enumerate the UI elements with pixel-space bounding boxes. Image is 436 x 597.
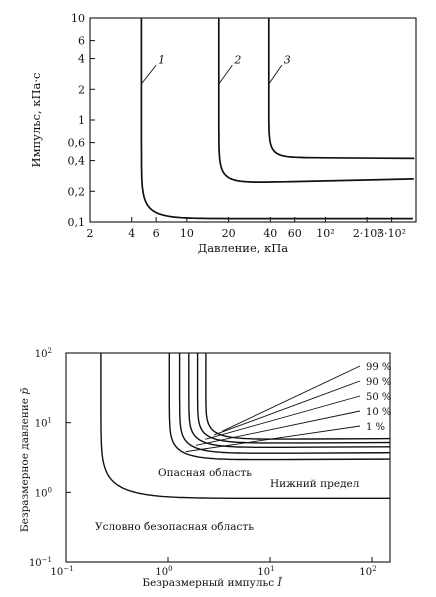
top-y-tick-label: 0,6 xyxy=(68,137,86,150)
top-x-tick-label: 4 xyxy=(128,227,135,240)
top-y-tick-label: 6 xyxy=(78,35,85,48)
bottom-x-axis-label: Безразмерный импульс Ī xyxy=(142,576,282,589)
tick-base: 10 xyxy=(257,567,270,578)
bottom-y-tick-label: 10−1 xyxy=(29,556,52,569)
bottom-percent-leader xyxy=(205,395,361,440)
bottom-percent-curve xyxy=(196,353,390,444)
bottom-percent-leader xyxy=(185,425,361,453)
bottom-y-tick-label: 101 xyxy=(35,417,52,430)
bottom-y-tick-label: 102 xyxy=(35,347,52,360)
bottom-x-tick-label: 102 xyxy=(359,565,376,578)
bottom-percent-curve xyxy=(168,353,390,461)
bottom-percent-label: 90 % xyxy=(366,377,391,388)
dimensionless-chart: Безразмерный импульс Ī Безразмерное давл… xyxy=(19,347,391,589)
top-x-tick-label: 2·10² xyxy=(353,227,382,240)
bottom-x-tick-label: 10−1 xyxy=(50,565,73,578)
top-curves: 1 2 3 xyxy=(140,18,415,220)
bottom-x-tick-label: 101 xyxy=(257,565,274,578)
tick-exponent: −1 xyxy=(63,565,73,573)
bottom-percent-label: 99 % xyxy=(366,362,391,373)
top-curve-leader xyxy=(219,64,233,84)
tick-exponent: 0 xyxy=(48,486,52,494)
top-y-tick-label: 2 xyxy=(78,83,85,96)
top-y-tick-label: 10 xyxy=(71,12,85,25)
bottom-x-tick-label: 100 xyxy=(155,565,172,578)
bottom-percent-label: 50 % xyxy=(366,392,391,403)
tick-exponent: 2 xyxy=(372,565,376,573)
annotation-lower-limit: Нижний предел xyxy=(270,478,360,490)
top-curve-leader xyxy=(141,64,157,84)
top-y-tick-label: 4 xyxy=(78,53,85,66)
top-y-tick-label: 0,4 xyxy=(68,155,86,168)
top-y-tick-label: 0,2 xyxy=(68,185,86,198)
top-plot-frame xyxy=(89,17,417,223)
top-y-axis-label: Импульс, кПа·с xyxy=(29,73,43,168)
annotation-safe-area: Условно безопасная область xyxy=(95,521,254,533)
bottom-percent-curve xyxy=(178,353,390,454)
tick-exponent: 1 xyxy=(48,417,52,425)
tick-exponent: 1 xyxy=(270,565,274,573)
top-curve-1 xyxy=(140,18,413,220)
top-y-tick-label: 0,1 xyxy=(68,216,86,229)
top-x-axis-label: Давление, кПа xyxy=(198,241,288,255)
bottom-percent-leader xyxy=(213,380,361,436)
annotation-danger-area: Опасная область xyxy=(158,467,252,479)
top-x-tick-label: 10 xyxy=(180,227,194,240)
top-x-tick-label: 2 xyxy=(87,227,94,240)
top-curve-2 xyxy=(217,18,414,183)
tick-exponent: 2 xyxy=(48,347,52,355)
tick-exponent: −1 xyxy=(42,556,52,564)
bottom-curves: 99 % 90 % 50 % 10 % 1 % xyxy=(100,353,391,499)
tick-base: 10 xyxy=(35,488,48,499)
bottom-lower-limit-curve xyxy=(100,353,390,499)
bottom-percent-leader xyxy=(196,410,361,446)
top-curve-leader xyxy=(269,65,283,84)
tick-base: 10 xyxy=(155,567,168,578)
bottom-y-tick-label: 100 xyxy=(35,486,52,499)
tick-exponent: 0 xyxy=(168,565,172,573)
top-x-tick-label: 6 xyxy=(153,227,160,240)
top-x-tick-label: 3·10² xyxy=(377,227,406,240)
bottom-y-axis-symbol: p̄ xyxy=(19,388,31,395)
bottom-percent-curve xyxy=(188,353,390,448)
top-x-tick-label: 20 xyxy=(222,227,236,240)
top-curve-number: 1 xyxy=(158,53,165,66)
bottom-x-axis-symbol: Ī xyxy=(276,576,282,589)
tick-base: 10 xyxy=(50,567,63,578)
top-curve-number: 3 xyxy=(284,53,291,66)
bottom-x-axis-label-text: Безразмерный импульс xyxy=(142,577,277,589)
tick-base: 10 xyxy=(359,567,372,578)
top-y-tick-label: 1 xyxy=(78,114,85,127)
top-curve-number: 2 xyxy=(233,53,241,66)
bottom-y-axis-label: Безразмерное давление p̄ xyxy=(19,388,31,532)
bottom-percent-label: 1 % xyxy=(366,422,385,433)
tick-base: 10 xyxy=(35,349,48,360)
top-curve-3 xyxy=(267,18,415,160)
bottom-percent-leader xyxy=(222,365,361,432)
tick-base: 10 xyxy=(35,419,48,430)
top-x-tick-label: 60 xyxy=(288,227,302,240)
bottom-y-axis-label-text: Безразмерное давление xyxy=(19,395,31,532)
pressure-impulse-chart: Давление, кПа Импульс, кПа·с 2 4 6 10 20 40 60… xyxy=(29,12,417,255)
top-x-tick-label: 40 xyxy=(263,227,277,240)
bottom-plot-frame xyxy=(65,352,391,563)
bottom-percent-label: 10 % xyxy=(366,407,391,418)
tick-base: 10 xyxy=(29,558,42,569)
top-x-tick-label: 10² xyxy=(316,227,334,240)
